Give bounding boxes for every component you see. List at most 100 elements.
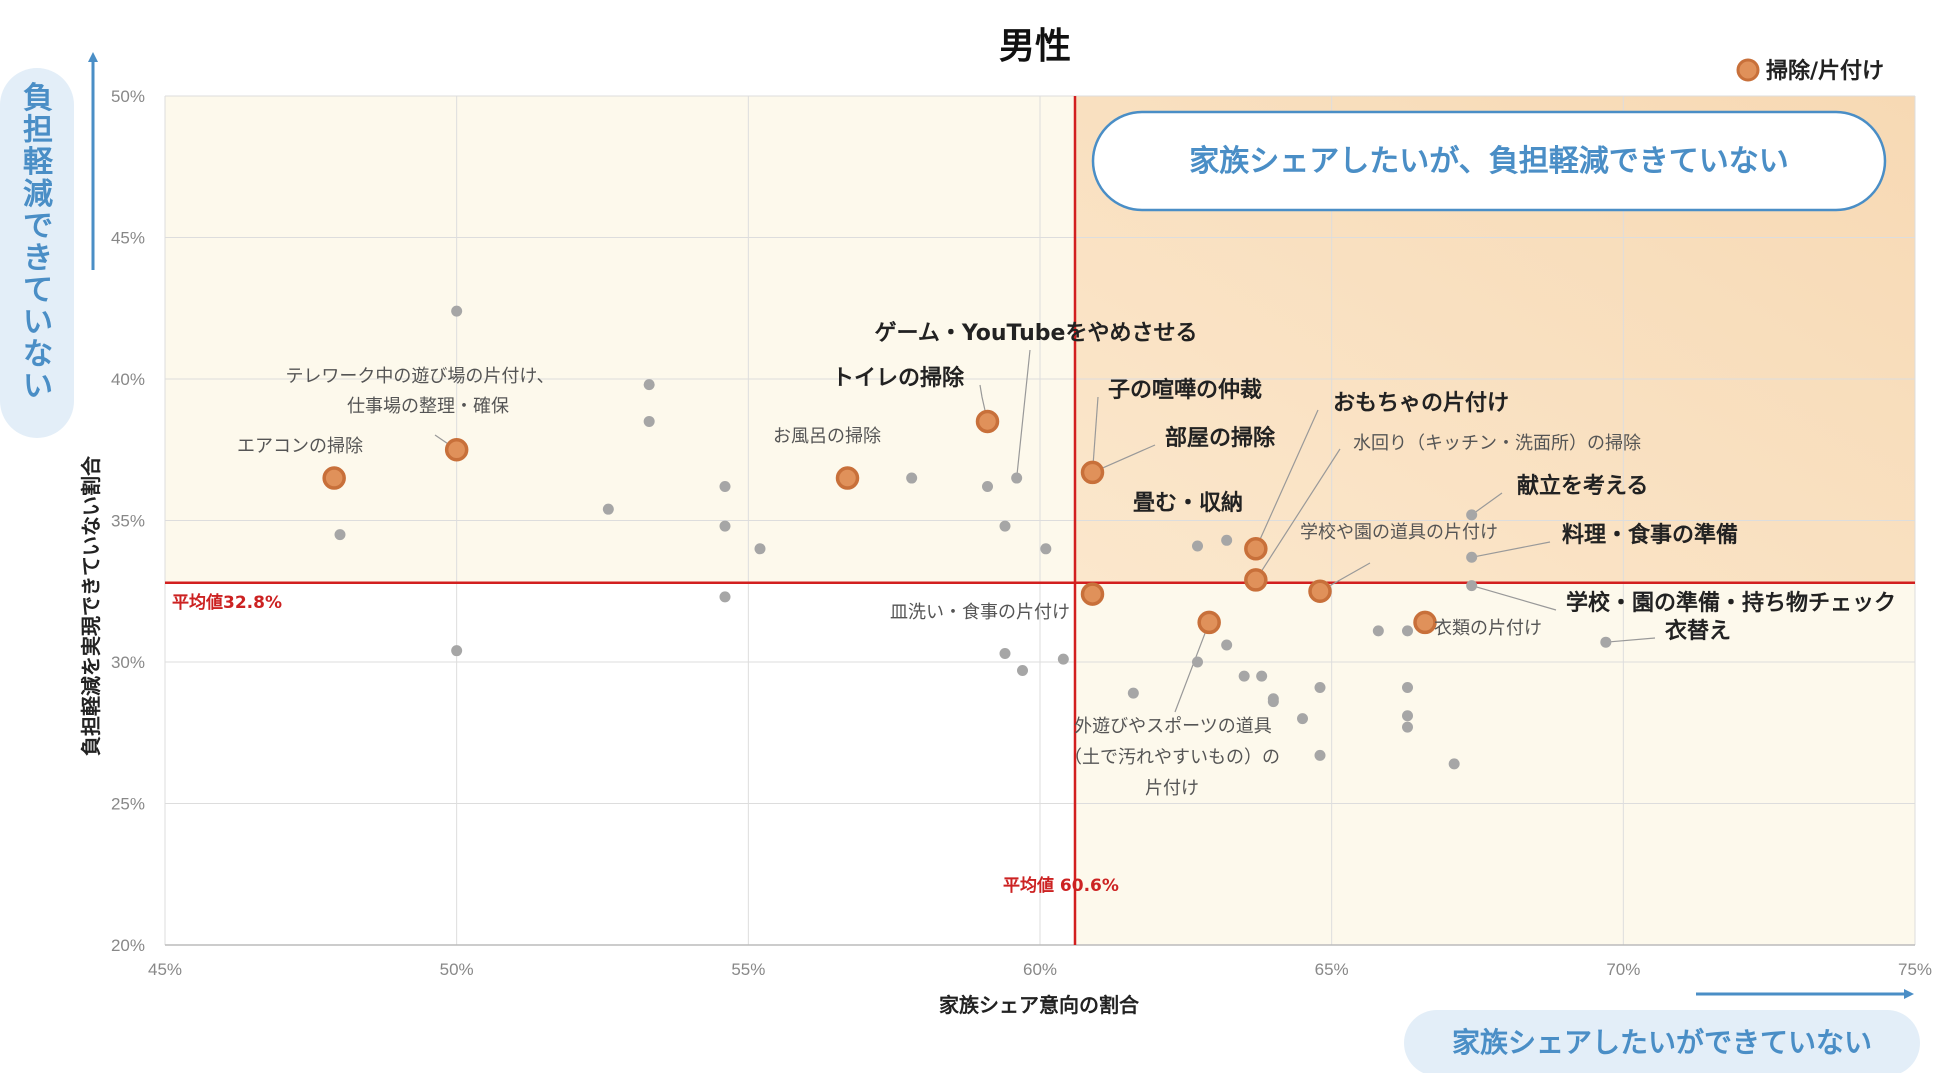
data-point bbox=[719, 481, 731, 493]
leader-line bbox=[1255, 409, 1319, 550]
data-point bbox=[1402, 681, 1413, 693]
y-arrow-note-pill bbox=[0, 68, 74, 438]
y-tick-label: 45% bbox=[111, 229, 145, 248]
y-note-char: 減 bbox=[23, 177, 53, 212]
data-point bbox=[1040, 543, 1052, 555]
y-note-char: 軽 bbox=[23, 145, 54, 180]
leader-line bbox=[1174, 622, 1210, 713]
highlight-point bbox=[835, 466, 860, 490]
avg-x-label: 平均値 60.6% bbox=[1003, 875, 1119, 896]
quadrant-callout: 家族シェアしたいが、負担軽減できていない bbox=[1091, 110, 1887, 212]
y-note-char: い bbox=[23, 305, 53, 340]
annotation-label: 献立を考える bbox=[1517, 473, 1648, 499]
highlight-point bbox=[1244, 568, 1268, 592]
x-tick-label: 45% bbox=[148, 960, 182, 979]
annotation-label: 衣替え bbox=[1665, 618, 1731, 644]
quadrant-callout-text: 家族シェアしたいが、負担軽減できていない bbox=[1189, 144, 1788, 179]
x-axis-title: 家族シェア意向の割合 bbox=[939, 993, 1140, 1017]
x-tick-label: 50% bbox=[440, 960, 474, 979]
annotation-label: 皿洗い・食事の片付け bbox=[890, 602, 1070, 623]
data-point bbox=[602, 503, 614, 515]
data-point bbox=[1372, 625, 1384, 637]
data-point bbox=[1448, 758, 1460, 770]
highlight-point bbox=[1244, 537, 1268, 561]
leader-line bbox=[1605, 637, 1656, 643]
y-note-char: い bbox=[23, 369, 53, 404]
data-point bbox=[451, 305, 463, 317]
data-point bbox=[1466, 580, 1478, 592]
x-tick-label: 65% bbox=[1315, 960, 1349, 979]
annotation-label: 仕事場の整理・確保 bbox=[347, 396, 509, 417]
data-point bbox=[1127, 687, 1139, 699]
y-tick-label: 20% bbox=[111, 936, 145, 955]
annotation-label: おもちゃの片付け bbox=[1333, 391, 1509, 416]
data-point bbox=[1017, 664, 1028, 676]
leader-line bbox=[1471, 492, 1503, 516]
highlight-points bbox=[322, 409, 1437, 635]
x-tick-label: 70% bbox=[1606, 960, 1640, 979]
annotation-label: 水回り（キッチン・洗面所）の掃除 bbox=[1353, 433, 1641, 454]
data-point bbox=[334, 529, 346, 541]
highlight-point bbox=[444, 438, 469, 462]
data-point bbox=[1057, 653, 1069, 665]
annotation-label: 部屋の掃除 bbox=[1165, 425, 1276, 451]
highlight-point bbox=[1308, 579, 1332, 603]
data-point bbox=[999, 520, 1011, 532]
data-point bbox=[1402, 625, 1413, 637]
leader-line bbox=[1255, 448, 1341, 581]
y-note-char: き bbox=[23, 241, 53, 276]
annotation-label: 学校・園の準備・持ち物チェック bbox=[1566, 590, 1896, 616]
data-point bbox=[1221, 639, 1233, 651]
x-tick-label: 55% bbox=[731, 960, 765, 979]
data-point bbox=[1192, 656, 1203, 668]
data-point bbox=[1466, 509, 1478, 521]
y-axis-ticks: 20% 25% 30% 35% 40% 45% 50% bbox=[111, 87, 145, 955]
annotation-label: テレワーク中の遊び場の片付け、 bbox=[285, 366, 554, 387]
annotation-label: 料理・食事の準備 bbox=[1562, 522, 1738, 548]
annotation-label: 外遊びやスポーツの道具 bbox=[1074, 716, 1272, 737]
x-axis-ticks: 45% 50% 55% 60% 65% 70% 75% bbox=[148, 960, 1932, 979]
y-note-char: な bbox=[23, 337, 53, 372]
data-point bbox=[1221, 534, 1233, 546]
highlight-point bbox=[1080, 582, 1105, 606]
y-axis-title: 負担軽減を実現できていない割合 bbox=[79, 455, 103, 756]
quadrant-bottom-right bbox=[1075, 582, 1915, 945]
legend-marker bbox=[1736, 58, 1760, 82]
chart-title: 男性 bbox=[999, 26, 1071, 67]
data-point bbox=[1600, 636, 1612, 648]
data-point bbox=[754, 543, 766, 555]
grid-lines bbox=[164, 95, 1916, 946]
annotation-label: 衣類の片付け bbox=[1434, 618, 1542, 639]
data-point bbox=[719, 591, 731, 603]
annotation-label: ゲーム・YouTubeをやめさせる bbox=[875, 321, 1198, 346]
x-tick-label: 75% bbox=[1898, 960, 1932, 979]
y-tick-label: 25% bbox=[111, 795, 145, 814]
data-point bbox=[999, 648, 1011, 660]
highlight-point bbox=[322, 466, 346, 490]
leader-line bbox=[1091, 396, 1099, 473]
quadrant-top-left bbox=[165, 96, 1075, 583]
y-note-char: 担 bbox=[23, 113, 53, 148]
legend: 掃除/片付け bbox=[1736, 58, 1884, 84]
data-point bbox=[643, 379, 655, 391]
annotation-label: 畳む・収納 bbox=[1133, 490, 1243, 516]
data-point bbox=[1314, 681, 1326, 693]
data-point bbox=[1256, 670, 1268, 682]
annotation-label: 片付け bbox=[1145, 778, 1199, 799]
quadrant-callout-box bbox=[1091, 110, 1887, 212]
y-tick-label: 40% bbox=[111, 370, 145, 389]
y-arrow-note: 負担軽減できていない bbox=[0, 52, 98, 438]
data-point bbox=[1466, 551, 1478, 563]
annotation-label: トイレの掃除 bbox=[832, 365, 965, 391]
y-tick-label: 50% bbox=[111, 87, 145, 106]
data-point bbox=[1402, 721, 1413, 733]
leader-line bbox=[1471, 541, 1551, 558]
data-point bbox=[451, 645, 463, 657]
legend-label: 掃除/片付け bbox=[1766, 58, 1884, 84]
data-point bbox=[1011, 472, 1023, 484]
y-note-char: て bbox=[23, 273, 53, 308]
annotation-label: エアコンの掃除 bbox=[237, 436, 363, 457]
highlight-point bbox=[1413, 610, 1437, 635]
